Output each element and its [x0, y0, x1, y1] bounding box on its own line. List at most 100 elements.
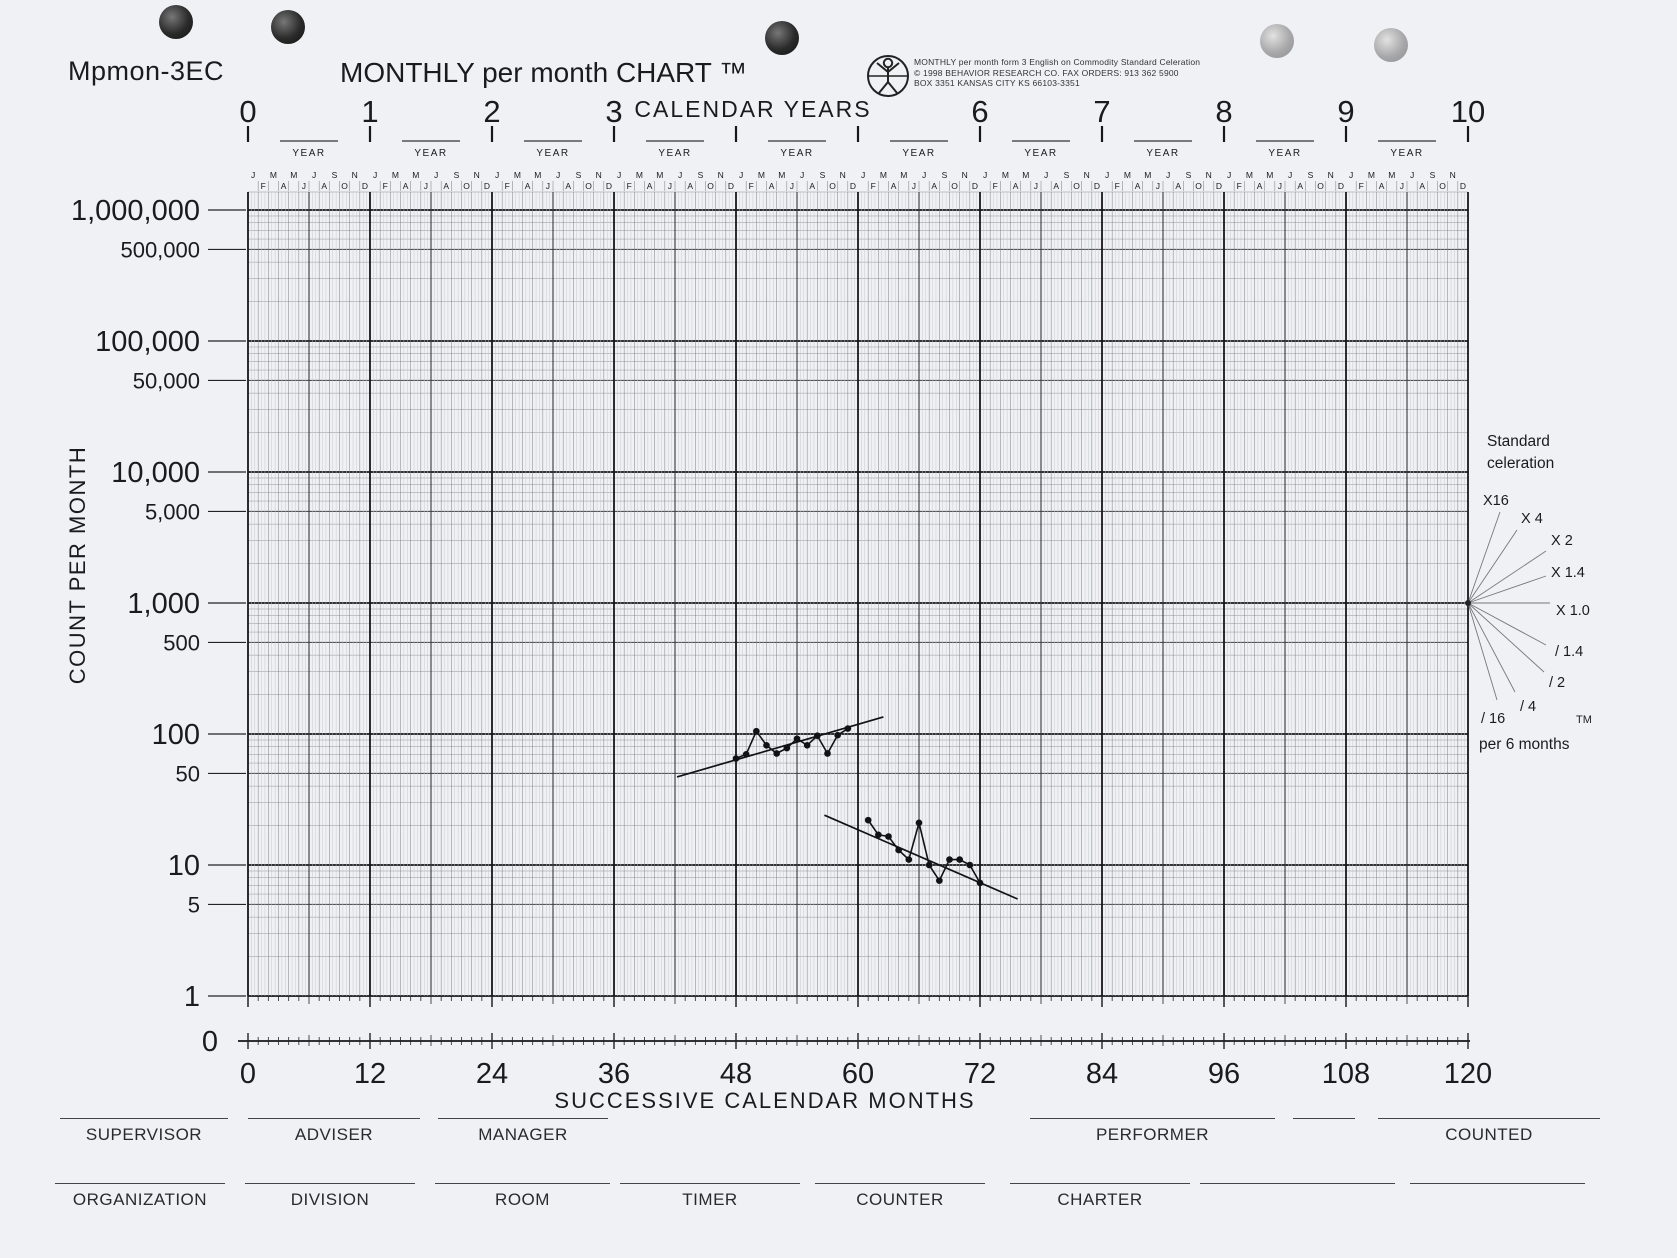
signature-line — [1200, 1183, 1395, 1184]
data-point — [793, 735, 801, 743]
data-point — [753, 727, 760, 735]
data-point — [946, 856, 953, 863]
month-letter: A — [809, 181, 815, 191]
y-axis-tick-label: 10 — [168, 850, 200, 882]
binder-hole — [159, 5, 193, 39]
month-letter: J — [678, 170, 682, 180]
celeration-ray-label: / 4 — [1520, 699, 1536, 715]
month-letter: A — [1297, 181, 1303, 191]
month-letter: J — [1349, 170, 1353, 180]
month-letter: S — [1308, 170, 1314, 180]
month-letter: O — [951, 181, 958, 191]
month-letter: D — [728, 181, 734, 191]
publisher-line: MONTHLY per month form 3 English on Comm… — [914, 57, 1201, 67]
month-letter: J — [1105, 170, 1109, 180]
month-letter: A — [1135, 181, 1141, 191]
month-letter: M — [1124, 170, 1131, 180]
publisher-info: MONTHLY per month form 3 English on Comm… — [914, 57, 1254, 89]
y-axis-tick-label: 100,000 — [95, 326, 200, 358]
celeration-ray-label: / 2 — [1549, 675, 1565, 691]
month-letter: S — [698, 170, 704, 180]
month-letter: S — [454, 170, 460, 180]
month-letter: M — [270, 170, 277, 180]
calendar-year-numeral: 9 — [1337, 94, 1354, 129]
month-letter: F — [1359, 181, 1364, 191]
celeration-ray — [1467, 602, 1545, 673]
data-point — [895, 846, 902, 854]
month-letter: M — [778, 170, 785, 180]
form-id: Mpmon-3EC — [68, 56, 225, 86]
footer-field-performer: PERFORMER — [1030, 1118, 1275, 1145]
celeration-ray — [1467, 511, 1501, 604]
month-letter: J — [373, 170, 377, 180]
month-letter: J — [1410, 170, 1414, 180]
month-letter: O — [829, 181, 836, 191]
month-letter: F — [749, 181, 754, 191]
signature-line — [1410, 1183, 1585, 1184]
month-letter: F — [261, 181, 266, 191]
binder-hole — [271, 10, 305, 44]
data-point — [824, 750, 831, 757]
binder-hole — [1260, 24, 1294, 58]
month-letter: N — [352, 170, 358, 180]
celeration-ray — [1467, 602, 1498, 701]
month-letter: N — [1084, 170, 1090, 180]
celeration-key-title: celeration — [1487, 455, 1555, 472]
month-letter: J — [312, 170, 316, 180]
month-letter: M — [534, 170, 541, 180]
month-letter: N — [1450, 170, 1456, 180]
calendar-year-numeral: 0 — [239, 94, 256, 129]
month-letter: M — [656, 170, 663, 180]
data-point — [773, 750, 780, 757]
celeration-unit-label: per 6 months — [1479, 736, 1570, 753]
month-letter: D — [1460, 181, 1466, 191]
publisher-logo-icon — [867, 55, 909, 97]
month-letter: M — [514, 170, 521, 180]
celeration-key-title: Standard — [1487, 433, 1550, 450]
data-point — [864, 816, 872, 824]
month-letter: D — [606, 181, 612, 191]
x-axis-tick-label: 84 — [1086, 1058, 1118, 1090]
month-letter: J — [495, 170, 499, 180]
calendar-year-numeral: 3 — [605, 94, 622, 129]
month-letter: J — [983, 170, 987, 180]
month-letter: D — [484, 181, 490, 191]
celeration-ray-label: / 1.4 — [1555, 644, 1583, 660]
month-letter: M — [758, 170, 765, 180]
month-letter: J — [1034, 181, 1038, 191]
x-axis-tick-label: 0 — [240, 1058, 256, 1090]
celeration-trend-line — [824, 814, 1018, 900]
month-letter: J — [1288, 170, 1292, 180]
month-letter: A — [931, 181, 937, 191]
footer-field-division: DIVISION — [245, 1183, 415, 1210]
celeration-ray — [1467, 550, 1547, 604]
footer-field-charter: CHARTER — [1010, 1183, 1190, 1210]
month-letter: J — [1044, 170, 1048, 180]
celeration-ray-label: X 4 — [1521, 511, 1543, 527]
month-letter: A — [565, 181, 571, 191]
celeration-ray-label: X 1.0 — [1556, 603, 1590, 619]
year-blank-label: YEAR — [658, 148, 691, 159]
data-point — [844, 725, 852, 732]
month-letter: J — [434, 170, 438, 180]
x-axis-tick-label: 108 — [1322, 1058, 1370, 1090]
month-letter: S — [942, 170, 948, 180]
month-letter: M — [1144, 170, 1151, 180]
footer-field-manager: MANAGER — [438, 1118, 608, 1145]
month-letter: J — [1227, 170, 1231, 180]
month-letter: S — [1064, 170, 1070, 180]
month-letter: J — [1400, 181, 1404, 191]
month-letter: S — [576, 170, 582, 180]
month-letter: J — [556, 170, 560, 180]
footer-field-organization: ORGANIZATION — [55, 1183, 225, 1210]
celeration-ray-label: / 16 — [1481, 711, 1505, 727]
month-letter: D — [1338, 181, 1344, 191]
year-blank-label: YEAR — [536, 148, 569, 159]
x-axis-tick-label: 48 — [720, 1058, 752, 1090]
month-letter: J — [1166, 170, 1170, 180]
y-axis-tick-label: 1 — [184, 981, 200, 1013]
month-letter: F — [1237, 181, 1242, 191]
month-letter: N — [1206, 170, 1212, 180]
month-letter: J — [739, 170, 743, 180]
data-point — [956, 856, 963, 863]
